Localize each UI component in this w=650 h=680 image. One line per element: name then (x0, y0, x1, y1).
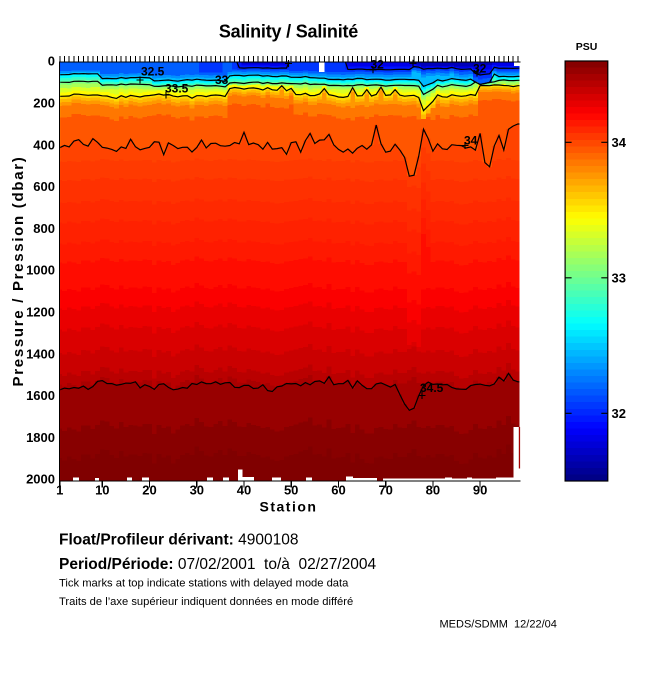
svg-text:1800: 1800 (26, 430, 55, 445)
svg-text:34.5: 34.5 (420, 381, 444, 395)
svg-text:32: 32 (612, 406, 626, 421)
svg-text:1400: 1400 (26, 346, 55, 361)
svg-text:PSU: PSU (576, 41, 598, 53)
svg-text:50: 50 (284, 483, 298, 498)
svg-text:33: 33 (612, 270, 626, 285)
svg-text:800: 800 (33, 221, 55, 236)
svg-text:70: 70 (378, 483, 392, 498)
svg-text:33.5: 33.5 (165, 82, 189, 96)
svg-text:Pressure / Pression (dbar): Pressure / Pression (dbar) (10, 156, 27, 387)
svg-text:30: 30 (190, 483, 204, 498)
svg-text:Station: Station (260, 499, 318, 515)
svg-text:40: 40 (237, 483, 251, 498)
svg-text:600: 600 (33, 179, 55, 194)
svg-text:Salinity / Salinité: Salinity / Salinité (219, 22, 358, 42)
svg-text:34: 34 (612, 135, 627, 150)
svg-text:1000: 1000 (26, 263, 55, 278)
svg-text:Period/Période: 07/02/2001 to: Period/Période: 07/02/2001 to/à 02/27/20… (59, 556, 376, 573)
svg-text:20: 20 (142, 483, 156, 498)
svg-text:1600: 1600 (26, 388, 55, 403)
svg-text:0: 0 (48, 54, 55, 69)
svg-text:90: 90 (473, 483, 487, 498)
svg-text:1: 1 (56, 483, 63, 498)
svg-text:60: 60 (331, 483, 345, 498)
svg-text:Traits de l’axe supérieur indi: Traits de l’axe supérieur indiquent donn… (59, 596, 353, 608)
svg-text:34: 34 (464, 134, 478, 148)
svg-text:1200: 1200 (26, 305, 55, 320)
svg-text:200: 200 (33, 96, 55, 111)
svg-text:32.5: 32.5 (141, 65, 165, 79)
svg-text:2000: 2000 (26, 472, 55, 487)
svg-text:32: 32 (473, 62, 487, 76)
svg-text:Float/Profileur dérivant: 4900: Float/Profileur dérivant: 4900108 (59, 532, 299, 549)
svg-text:10: 10 (95, 483, 109, 498)
svg-text:400: 400 (33, 137, 55, 152)
svg-text:80: 80 (426, 483, 440, 498)
svg-text:MEDS/SDMM 12/22/04: MEDS/SDMM 12/22/04 (440, 619, 557, 631)
svg-text:33: 33 (215, 73, 229, 87)
svg-text:Tick marks at top indicate sta: Tick marks at top indicate stations with… (59, 578, 349, 590)
